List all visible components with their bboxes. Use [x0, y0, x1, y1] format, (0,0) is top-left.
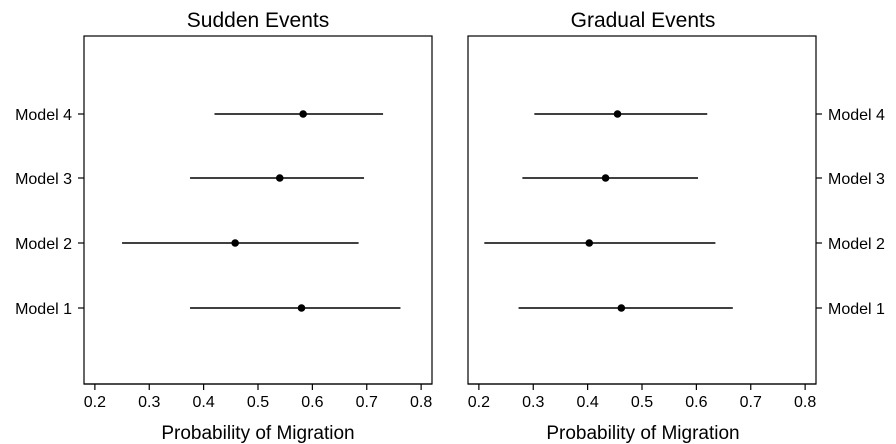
plot-frame [467, 35, 817, 385]
x-axis-title: Probability of Migration [546, 423, 739, 444]
panel-title: Gradual Events [571, 9, 716, 32]
plot-frame [83, 35, 433, 385]
point-estimate-marker [585, 239, 594, 247]
x-tick-label: 0.4 [577, 394, 599, 411]
x-tick-label: 0.2 [84, 394, 106, 411]
point-estimate-marker [231, 239, 239, 247]
point-estimate-marker [275, 174, 284, 182]
x-tick-label: 0.6 [301, 394, 323, 411]
x-tick-label: 0.3 [138, 394, 160, 411]
point-estimate-marker [601, 174, 610, 182]
point-estimate-marker [613, 110, 622, 118]
y-category-label: Model 3 [15, 171, 72, 188]
x-tick-label: 0.5 [631, 394, 653, 411]
point-estimate-marker [297, 304, 306, 312]
y-category-label: Model 1 [15, 301, 72, 318]
point-estimate-marker [617, 304, 626, 312]
x-tick-label: 0.7 [740, 394, 762, 411]
y-category-label: Model 2 [15, 236, 72, 253]
x-tick-label: 0.8 [794, 394, 816, 411]
x-tick-label: 0.8 [410, 394, 432, 411]
y-category-label: Model 4 [15, 107, 72, 124]
x-tick-label: 0.3 [522, 394, 544, 411]
x-tick-label: 0.6 [685, 394, 707, 411]
x-tick-label: 0.2 [468, 394, 490, 411]
x-tick-label: 0.7 [356, 394, 378, 411]
y-category-label: Model 3 [828, 171, 885, 188]
x-tick-label: 0.5 [247, 394, 269, 411]
panel-title: Sudden Events [187, 9, 329, 32]
x-axis-title: Probability of Migration [161, 423, 354, 444]
x-tick-label: 0.4 [193, 394, 215, 411]
y-category-label: Model 4 [828, 107, 885, 124]
panel-gradual-events: Gradual Events Probability of Migration … [467, 9, 885, 444]
y-category-label: Model 2 [828, 236, 885, 253]
y-category-label: Model 1 [828, 301, 885, 318]
point-estimate-marker [299, 110, 307, 118]
panel-sudden-events: Sudden Events Probability of Migration 0… [15, 9, 433, 444]
